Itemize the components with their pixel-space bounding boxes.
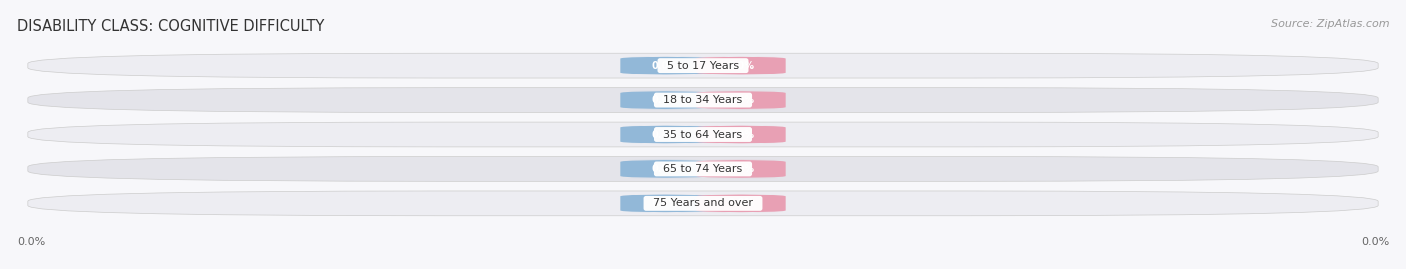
Text: 0.0%: 0.0% (727, 164, 755, 174)
Text: 0.0%: 0.0% (727, 61, 755, 71)
FancyBboxPatch shape (28, 191, 1378, 216)
FancyBboxPatch shape (696, 160, 786, 178)
Text: 0.0%: 0.0% (727, 95, 755, 105)
FancyBboxPatch shape (620, 91, 710, 109)
FancyBboxPatch shape (620, 56, 710, 75)
Text: 75 Years and over: 75 Years and over (645, 198, 761, 208)
FancyBboxPatch shape (696, 56, 786, 75)
FancyBboxPatch shape (28, 53, 1378, 78)
FancyBboxPatch shape (620, 160, 710, 178)
Text: DISABILITY CLASS: COGNITIVE DIFFICULTY: DISABILITY CLASS: COGNITIVE DIFFICULTY (17, 19, 325, 34)
Text: 5 to 17 Years: 5 to 17 Years (659, 61, 747, 71)
FancyBboxPatch shape (28, 157, 1378, 181)
FancyBboxPatch shape (696, 194, 786, 213)
Text: 0.0%: 0.0% (651, 129, 679, 140)
Text: 0.0%: 0.0% (17, 238, 45, 247)
FancyBboxPatch shape (696, 125, 786, 144)
Text: 18 to 34 Years: 18 to 34 Years (657, 95, 749, 105)
Text: Source: ZipAtlas.com: Source: ZipAtlas.com (1271, 19, 1389, 29)
Text: 0.0%: 0.0% (727, 129, 755, 140)
Text: 0.0%: 0.0% (651, 164, 679, 174)
Text: 0.0%: 0.0% (651, 95, 679, 105)
Text: 0.0%: 0.0% (651, 198, 679, 208)
Text: 0.0%: 0.0% (651, 61, 679, 71)
Text: 65 to 74 Years: 65 to 74 Years (657, 164, 749, 174)
Text: 0.0%: 0.0% (727, 198, 755, 208)
FancyBboxPatch shape (620, 125, 710, 144)
Text: 35 to 64 Years: 35 to 64 Years (657, 129, 749, 140)
FancyBboxPatch shape (28, 122, 1378, 147)
FancyBboxPatch shape (696, 91, 786, 109)
FancyBboxPatch shape (620, 194, 710, 213)
Text: 0.0%: 0.0% (1361, 238, 1389, 247)
FancyBboxPatch shape (28, 88, 1378, 112)
